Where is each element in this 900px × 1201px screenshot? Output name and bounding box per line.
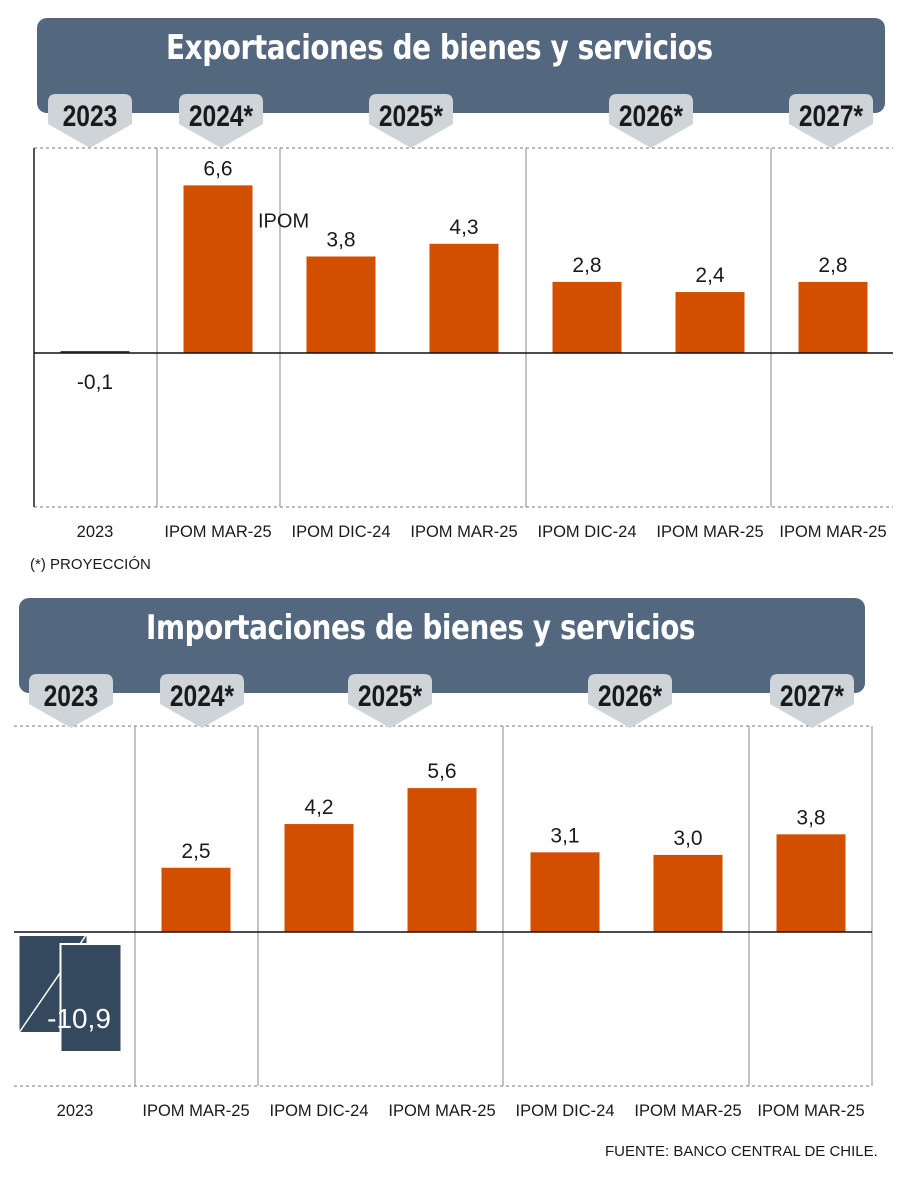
bar-3 [429, 243, 499, 353]
bar-5 [653, 854, 723, 932]
category-label-5: IPOM MAR-25 [656, 523, 763, 541]
year-badge-label-4: 2027* [799, 99, 864, 133]
year-badge-4 [770, 674, 854, 728]
year-badge-4 [789, 94, 873, 148]
year-badge-label-3: 2026* [598, 679, 663, 713]
value-label-0: -10,9 [47, 1003, 111, 1034]
source-note: FUENTE: BANCO CENTRAL DE CHILE. [605, 1143, 878, 1160]
value-label-4: 3,1 [550, 824, 579, 847]
category-label-4: IPOM DIC-24 [537, 523, 636, 541]
category-label-6: IPOM MAR-25 [757, 1102, 864, 1120]
bar-0 [59, 943, 123, 1053]
exports-bar-chart: 2023 2024* 2025* 2026* 2027* -0,1 2023 6,6 IPOM … [33, 94, 893, 541]
projection-footnote: (*) PROYECCIÓN [30, 556, 151, 573]
year-badge-label-2: 2025* [379, 99, 444, 133]
bar-6 [798, 281, 868, 353]
year-badge-0 [48, 94, 132, 148]
bar-4 [530, 852, 600, 932]
value-label-6: 2,8 [818, 254, 847, 277]
category-label-2: IPOM DIC-24 [291, 523, 390, 541]
year-badge-label-3: 2026* [619, 99, 684, 133]
category-label-1: IPOM MAR-25 [142, 1102, 249, 1120]
category-label-0: 2023 [57, 1102, 94, 1120]
value-label-6: 3,8 [796, 806, 825, 829]
year-badge-label-0: 2023 [44, 679, 99, 713]
bar-1 [183, 185, 253, 353]
year-badge-label-1: 2024* [170, 679, 235, 713]
value-label-5: 3,0 [673, 827, 702, 850]
value-label-2: 3,8 [326, 228, 355, 251]
year-badge-2 [369, 94, 453, 148]
bar-1 [161, 867, 231, 932]
value-label-3: 5,6 [427, 760, 456, 783]
year-badge-3 [609, 94, 693, 148]
bar-4 [552, 281, 622, 353]
year-badge-3 [588, 674, 672, 728]
category-label-0: 2023 [77, 523, 114, 541]
bar-6 [776, 834, 846, 932]
value-label-0: -0,1 [77, 371, 113, 394]
value-label-2: 4,2 [304, 796, 333, 819]
category-label-2: IPOM DIC-24 [269, 1102, 368, 1120]
value-label-1: 2,5 [181, 840, 210, 863]
imports-title-banner [19, 598, 865, 693]
year-badge-0 [29, 674, 113, 728]
bar-5 [675, 292, 745, 353]
imports-chart-title: Importaciones de bienes y servicios [146, 608, 696, 648]
category-label-3: IPOM MAR-25 [388, 1102, 495, 1120]
value-label-3: 4,3 [449, 216, 478, 239]
exports-title-banner [37, 18, 885, 113]
value-label-5: 2,4 [695, 264, 725, 287]
value-label-1: 6,6 [203, 157, 232, 180]
annotation-0: IPOM [258, 210, 309, 232]
bar-3 [407, 788, 477, 932]
imports-bar-chart: 2023 2024* 2025* 2026* 2027* -10,9 2023 2,5 IPOM… [14, 674, 873, 1120]
category-label-1: IPOM MAR-25 [164, 523, 271, 541]
bar-2 [306, 256, 376, 353]
category-label-6: IPOM MAR-25 [779, 523, 886, 541]
year-badge-label-1: 2024* [189, 99, 254, 133]
category-label-5: IPOM MAR-25 [634, 1102, 741, 1120]
year-badge-1 [179, 94, 263, 148]
year-badge-label-2: 2025* [358, 679, 423, 713]
category-label-4: IPOM DIC-24 [515, 1102, 614, 1120]
year-badge-label-0: 2023 [63, 99, 118, 133]
category-label-3: IPOM MAR-25 [410, 523, 517, 541]
year-badge-label-4: 2027* [780, 679, 845, 713]
year-badge-1 [160, 674, 244, 728]
exports-chart-title: Exportaciones de bienes y servicios [166, 28, 713, 68]
bar-2 [284, 824, 354, 932]
year-badge-2 [348, 674, 432, 728]
value-label-4: 2,8 [572, 254, 601, 277]
